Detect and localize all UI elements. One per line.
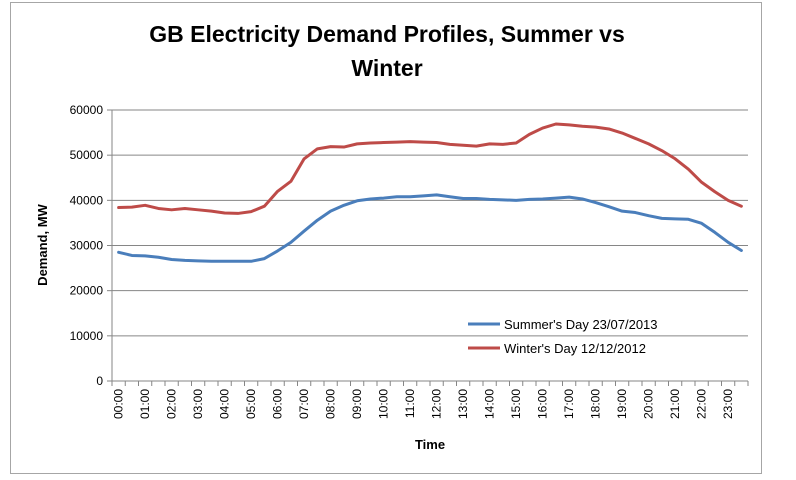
x-tick-label: 11:00 [403,389,417,418]
y-tick-label: 50000 [70,148,104,162]
x-tick-label: 07:00 [297,389,311,419]
x-tick-label: 18:00 [589,389,603,419]
y-tick-label: 40000 [70,193,104,207]
y-axis-title: Demand, MW [35,203,50,285]
legend-label-2: Winter's Day 12/12/2012 [504,341,646,356]
x-tick-label: 04:00 [218,389,232,419]
x-tick-label: 05:00 [244,389,258,419]
x-tick-label: 01:00 [138,389,152,419]
x-tick-label: 21:00 [668,389,682,419]
series-line-1 [117,193,743,263]
x-tick-label: 10:00 [377,389,391,419]
y-tick-label: 60000 [70,103,104,117]
x-tick-label: 14:00 [483,389,497,419]
x-tick-label: 20:00 [642,389,656,419]
x-tick-label: 00:00 [112,389,126,419]
x-tick-label: 19:00 [615,389,629,419]
x-tick-label: 23:00 [721,389,735,419]
legend-label-1: Summer's Day 23/07/2013 [504,317,658,332]
x-tick-label: 06:00 [271,389,285,419]
y-tick-label: 20000 [70,284,104,298]
chart-title-line-2: Winter [351,55,423,81]
x-tick-label: 12:00 [430,389,444,419]
x-tick-label: 17:00 [562,389,576,419]
x-tick-label: 03:00 [191,389,205,419]
y-tick-label: 30000 [70,239,104,253]
chart-frame: GB Electricity Demand Profiles, Summer v… [10,2,762,474]
x-tick-label: 08:00 [324,389,338,419]
y-tick-label: 0 [96,374,103,388]
chart-title: GB Electricity Demand Profiles, Summer v… [11,17,763,85]
x-axis-title: Time [415,437,445,452]
x-tick-label: 22:00 [695,389,709,419]
x-tick-label: 15:00 [509,389,523,419]
chart-title-line-1: GB Electricity Demand Profiles, Summer v… [149,21,625,47]
series-line-2 [117,122,743,215]
x-tick-label: 02:00 [165,389,179,419]
x-tick-label: 13:00 [456,389,470,419]
x-tick-label: 16:00 [536,389,550,419]
x-tick-label: 09:00 [350,389,364,419]
y-tick-label: 10000 [70,329,104,343]
